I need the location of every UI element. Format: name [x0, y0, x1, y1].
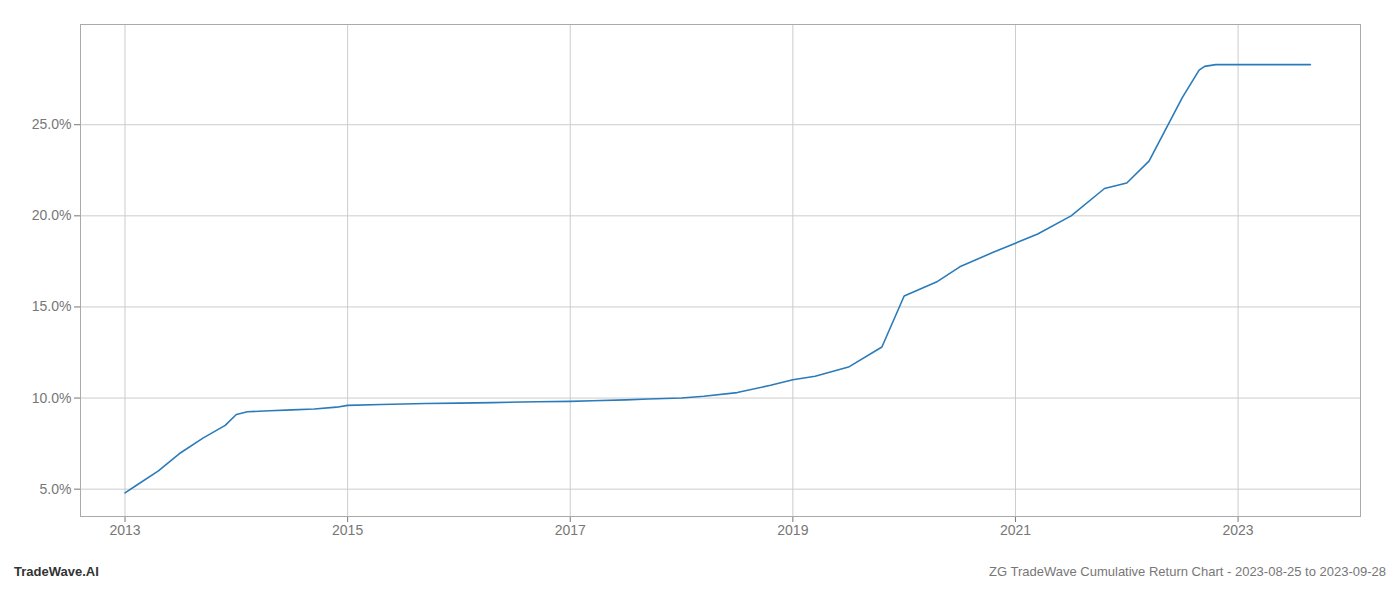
svg-text:10.0%: 10.0%: [32, 390, 72, 406]
svg-text:20.0%: 20.0%: [32, 207, 72, 223]
svg-text:15.0%: 15.0%: [32, 298, 72, 314]
html-text:ZG TradeWave Cumulative Return: ZG TradeWave Cumulative Return Chart - 2…: [989, 564, 1386, 579]
svg-text:2017: 2017: [555, 522, 586, 538]
svg-text:2013: 2013: [109, 522, 140, 538]
svg-text:2019: 2019: [777, 522, 808, 538]
svg-text:2021: 2021: [1000, 522, 1031, 538]
svg-text:2015: 2015: [332, 522, 363, 538]
html-text:TradeWave.AI: TradeWave.AI: [14, 564, 99, 579]
svg-text:2023: 2023: [1222, 522, 1253, 538]
svg-text:25.0%: 25.0%: [32, 116, 72, 132]
svg-text:5.0%: 5.0%: [40, 481, 72, 497]
